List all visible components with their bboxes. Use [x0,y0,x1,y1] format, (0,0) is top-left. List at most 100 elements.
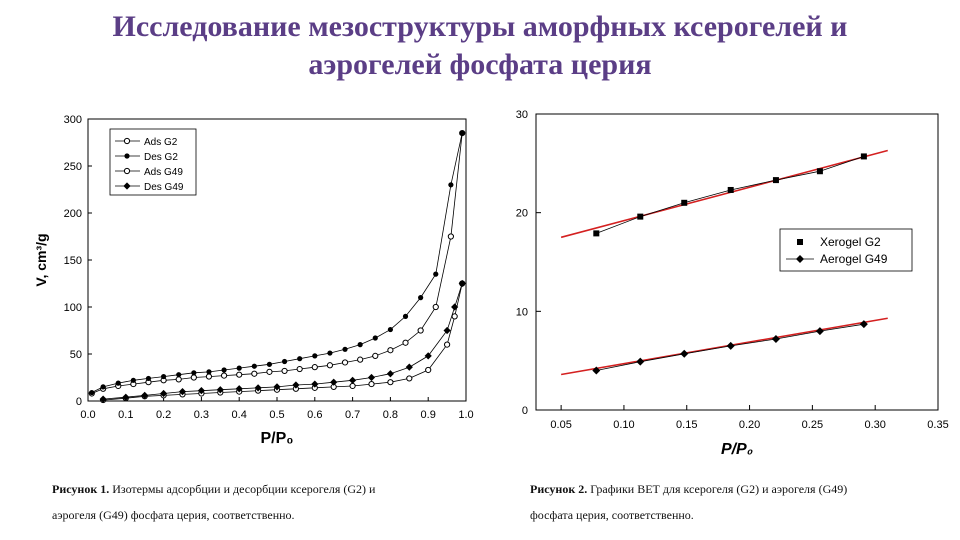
data-point [236,365,242,371]
data-point [216,386,224,394]
data-point [266,361,273,367]
y-axis-label: V, cm³/g [33,233,49,286]
fit-line [560,317,888,376]
data-point [458,279,466,288]
y-tick-label: 20 [516,208,528,220]
data-point [816,168,823,175]
x-tick-label: 0.10 [613,419,634,431]
legend-marker [123,182,131,190]
legend-marker [123,137,131,145]
plot-frame [535,113,939,411]
x-tick-label: 0.30 [864,419,885,431]
legend-label: Aerogel G49 [820,252,888,266]
data-point [447,233,454,240]
x-tick-label: 0.0 [80,409,95,421]
x-tick-label: 1.0 [458,409,473,421]
x-tick-label: 0.4 [232,409,247,421]
data-point [221,367,227,373]
slide-title: Исследование мезоструктуры аморфных ксер… [0,8,960,84]
data-point [349,376,357,384]
fig2-text: Графики ВЕТ для ксерогеля (G2) и аэрогел… [590,482,848,496]
isotherm-chart: 0.0 0.1 0.2 0.3 0.4 0.5 0.6 0.7 0.8 0.9 1.0 0 50 100 1… [33,114,474,447]
x-axis-label: P/P₀ [721,441,753,458]
x-tick-label: 0.3 [194,409,209,421]
x-tick-label: 0.6 [307,409,322,421]
data-point [680,349,689,358]
legend-label: Xerogel G2 [820,235,881,249]
data-point [372,335,378,341]
legend-marker [123,167,131,175]
data-point [593,230,600,237]
x-tick-label: 0.25 [802,419,823,431]
data-point [637,213,644,220]
x-tick-label: 0.2 [156,409,171,421]
data-point [145,375,152,382]
data-point [681,199,688,206]
bet-chart: 0.05 0.10 0.15 0.20 0.25 0.30 0.35 0 10 20 30 P/P₀ X… [516,109,949,458]
data-point [122,393,130,401]
legend-label: Ads G2 [144,137,178,148]
data-point [191,370,197,376]
x-tick-label: 0.8 [383,409,398,421]
data-point [251,363,257,369]
data-point [312,353,318,359]
data-point [592,366,601,375]
fig2-label: Рисунок 2. [530,482,588,496]
slide-title-line2: аэрогелей фосфата церия [308,48,652,81]
data-point [326,362,334,369]
fig1-text: Изотермы адсорбции и десорбции ксерогеля… [112,482,376,496]
legend-marker [796,255,804,263]
x-tick-label: 0.7 [345,409,360,421]
figure2-caption: Рисунок 2. Графики ВЕТ для ксерогеля (G2… [530,476,940,528]
y-tick-label: 50 [70,349,82,361]
y-tick-label: 300 [64,114,82,126]
data-point [636,357,645,366]
data-point [459,130,465,136]
data-point [726,341,735,350]
data-point [772,177,779,184]
y-tick-label: 100 [64,302,82,314]
y-tick-label: 250 [64,161,82,173]
data-point [296,365,303,373]
figure1-caption: Рисунок 1. Изотермы адсорбции и десорбци… [52,476,472,528]
data-point [727,186,734,193]
data-point [178,388,187,396]
data-point [235,385,243,393]
data-point [451,303,459,311]
data-point [372,352,379,359]
data-point [330,378,338,386]
data-point [327,350,333,356]
data-point [266,368,273,375]
data-point [273,383,281,391]
legend-box [779,228,913,272]
data-point [357,342,363,348]
y-tick-label: 200 [64,208,82,220]
y-tick-label: 0 [76,396,82,408]
fig2-text2: фосфата церия, соответственно. [530,508,694,522]
data-point [402,313,409,319]
data-point [357,356,364,363]
data-point [367,373,376,382]
data-point [815,327,824,336]
data-point [425,366,432,374]
data-point [402,339,409,346]
data-point [206,369,212,375]
x-tick-label: 0.9 [421,409,436,421]
data-point [424,352,432,360]
data-point [99,395,107,403]
data-point [859,320,868,329]
data-point [387,379,394,386]
data-point [342,346,348,352]
data-point [89,389,95,396]
data-point [220,372,228,379]
legend-marker [124,153,130,159]
data-point [176,372,182,378]
legend-label: Des G2 [144,152,178,163]
data-point [387,347,394,354]
data-point [281,358,288,365]
data-point [281,367,288,375]
x-tick-label: 0.5 [269,409,284,421]
legend-label: Ads G49 [144,167,183,178]
data-point [161,373,167,380]
x-tick-label: 0.35 [927,419,948,431]
